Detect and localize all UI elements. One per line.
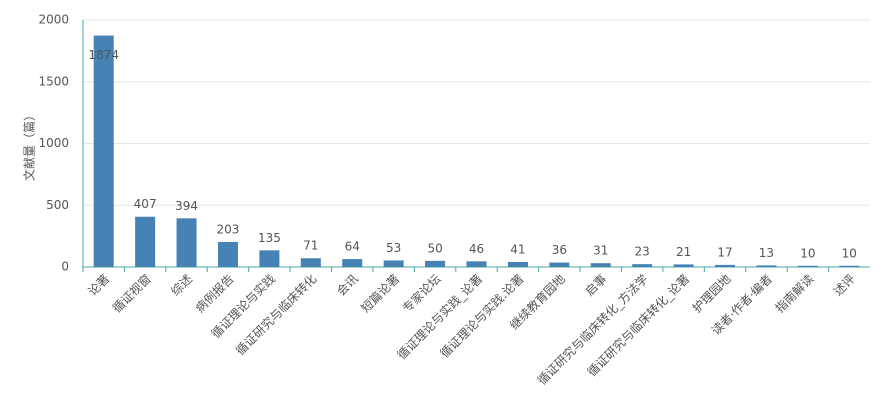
value-label: 41 xyxy=(510,242,525,256)
bar xyxy=(839,265,860,267)
bar xyxy=(507,261,528,267)
bar xyxy=(259,250,280,267)
x-tick-label: 循证视窗 xyxy=(109,271,154,316)
value-label: 46 xyxy=(469,242,484,256)
y-axis-label: 文献量（篇） xyxy=(22,109,37,181)
value-label: 23 xyxy=(635,245,650,259)
x-tick-label: 会讯 xyxy=(334,272,361,299)
y-tick-label: 500 xyxy=(46,198,69,212)
value-label: 10 xyxy=(842,246,857,260)
value-label: 50 xyxy=(427,241,442,255)
y-tick-label: 1500 xyxy=(38,74,69,88)
bar xyxy=(673,264,694,267)
x-tick-label: 短篇论著 xyxy=(358,271,403,316)
value-label: 10 xyxy=(800,246,815,260)
bar xyxy=(425,260,446,267)
bar xyxy=(756,265,777,267)
value-label: 13 xyxy=(759,246,774,260)
x-tick-label: 启事 xyxy=(582,272,609,299)
value-label: 1874 xyxy=(88,48,119,62)
bar xyxy=(93,35,114,267)
x-tick-label: 指南解读 xyxy=(772,271,817,316)
bar xyxy=(342,259,363,267)
bar xyxy=(549,262,570,267)
value-label: 64 xyxy=(345,240,360,254)
x-tick-label: 述评 xyxy=(831,272,858,299)
value-label: 36 xyxy=(552,243,567,257)
bar xyxy=(632,264,653,267)
bar xyxy=(590,263,611,267)
bar xyxy=(176,218,197,267)
value-label: 407 xyxy=(134,197,157,211)
value-label: 31 xyxy=(593,244,608,258)
bar xyxy=(466,261,487,267)
bar xyxy=(217,241,238,267)
value-label: 53 xyxy=(386,241,401,255)
value-label: 394 xyxy=(175,199,198,213)
x-tick-label: 论著 xyxy=(85,272,112,299)
bar xyxy=(797,265,818,267)
value-label: 203 xyxy=(217,222,240,236)
y-tick-label: 1000 xyxy=(38,136,69,150)
bar xyxy=(135,216,156,267)
y-tick-label: 2000 xyxy=(38,13,69,27)
bar xyxy=(715,264,736,267)
y-tick-label: 0 xyxy=(61,260,69,274)
value-label: 135 xyxy=(258,231,281,245)
bar xyxy=(383,260,404,267)
value-label: 71 xyxy=(303,239,318,253)
bar xyxy=(300,258,321,267)
x-tick-label: 综述 xyxy=(168,272,195,299)
value-label: 21 xyxy=(676,245,691,259)
value-label: 17 xyxy=(717,245,732,259)
x-tick-label: 循证研究与临床转化 xyxy=(232,271,319,358)
